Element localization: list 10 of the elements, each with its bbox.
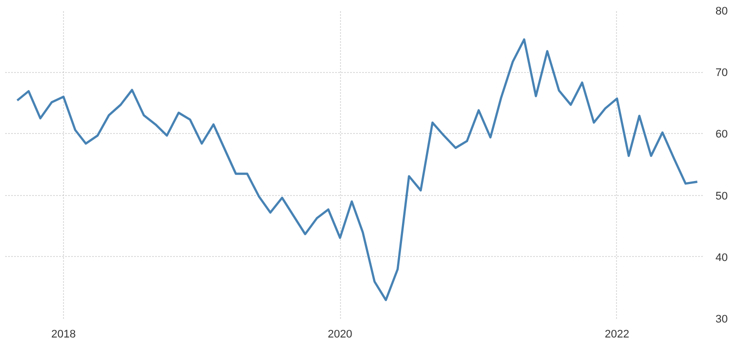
x-tick-label: 2022 <box>604 328 630 340</box>
y-tick-label: 50 <box>716 190 728 202</box>
x-tick-label: 2018 <box>51 328 76 340</box>
x-tick-label: 2020 <box>328 328 352 340</box>
y-tick-label: 80 <box>716 6 728 18</box>
line-series <box>16 38 698 302</box>
y-tick-label: 60 <box>716 128 728 141</box>
y-tick-label: 70 <box>716 67 728 80</box>
y-tick-label: 30 <box>716 314 728 326</box>
y-tick-label: 40 <box>716 252 728 264</box>
